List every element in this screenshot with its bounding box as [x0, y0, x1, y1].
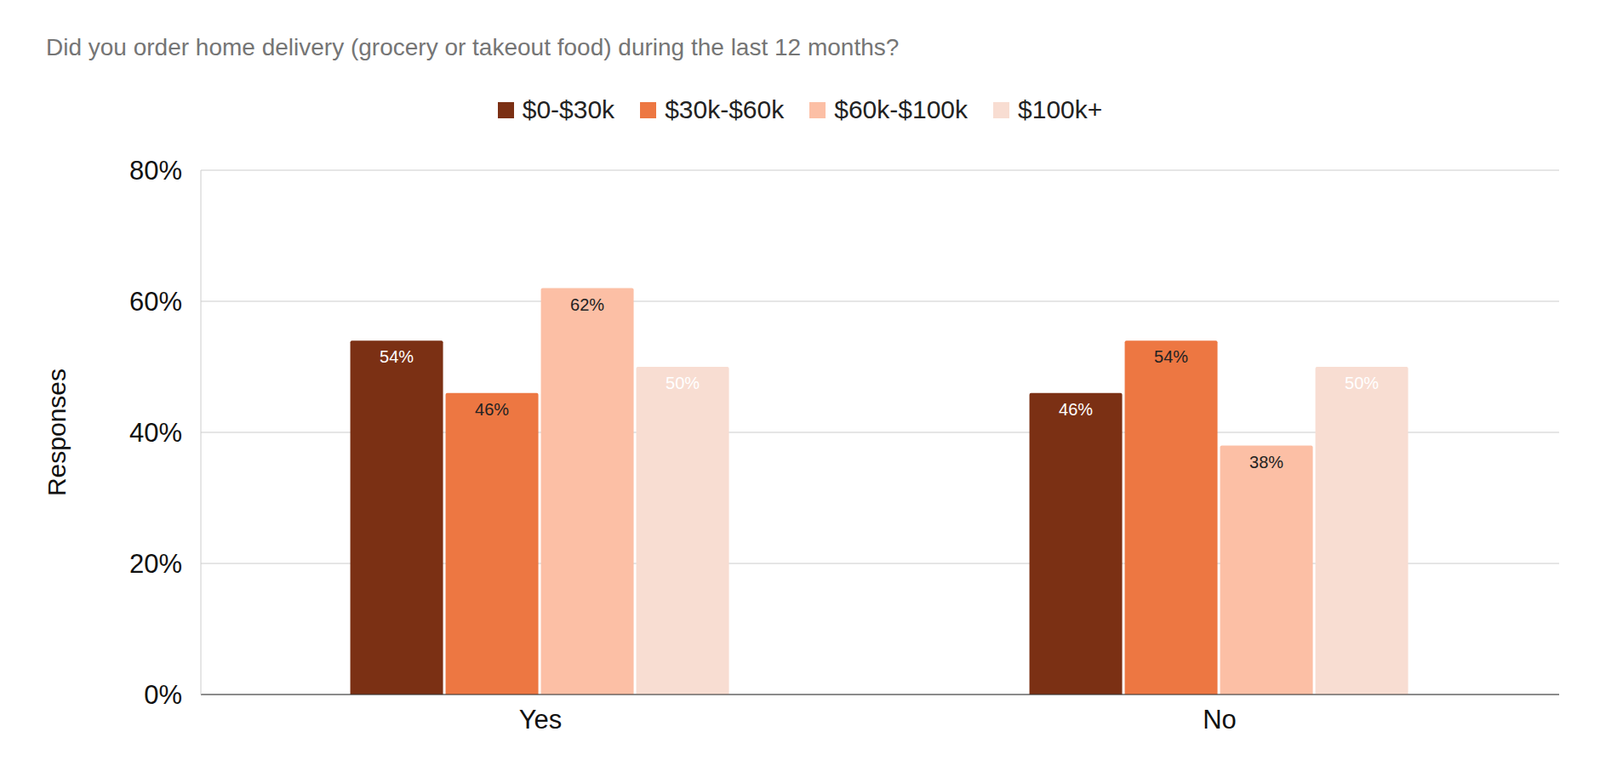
svg-text:46%: 46% [1058, 400, 1093, 419]
svg-text:62%: 62% [570, 295, 605, 315]
svg-text:50%: 50% [1344, 373, 1379, 393]
svg-text:80%: 80% [129, 155, 183, 186]
html-text:$60k-$100k: $60k-$100k [834, 95, 968, 124]
html-text:$30k-$60k: $30k-$60k [664, 95, 784, 124]
svg-text:Yes: Yes [519, 704, 563, 735]
svg-text:No: No [1202, 704, 1237, 735]
svg-text:46%: 46% [474, 400, 509, 419]
html-text:$0-$30k: $0-$30k [522, 95, 615, 124]
svg-text:38%: 38% [1249, 452, 1284, 472]
html-text:Did you order home delivery (g: Did you order home delivery (grocery or … [45, 34, 899, 61]
svg-text:54%: 54% [1154, 347, 1189, 366]
svg-text:50%: 50% [665, 373, 700, 393]
svg-text:0%: 0% [143, 680, 183, 710]
svg-text:54%: 54% [379, 347, 414, 366]
svg-text:20%: 20% [129, 548, 183, 579]
svg-text:40%: 40% [129, 417, 183, 448]
svg-text:Responses: Responses [42, 368, 71, 497]
svg-text:60%: 60% [129, 286, 183, 317]
html-text:$100k+: $100k+ [1017, 95, 1103, 124]
